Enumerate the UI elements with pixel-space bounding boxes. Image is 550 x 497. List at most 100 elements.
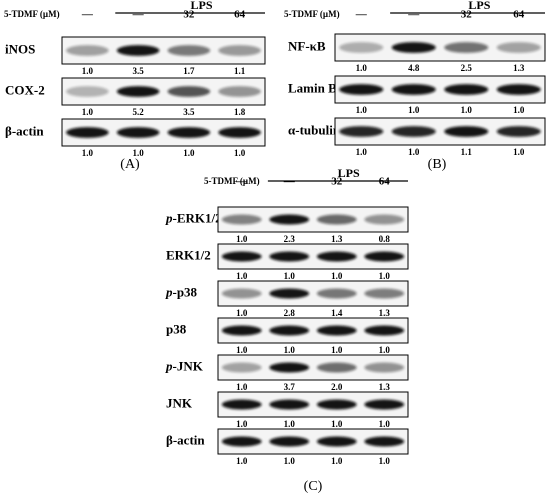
panel-label: (A) [120, 157, 140, 172]
band [444, 84, 489, 95]
quantification: 1.0 [513, 147, 525, 157]
band [496, 126, 541, 137]
panel-label: (B) [428, 157, 447, 172]
band [269, 214, 310, 225]
quantification: 1.0 [331, 345, 343, 355]
quantification: 1.0 [284, 345, 296, 355]
band [316, 399, 357, 410]
row-label: iNOS [5, 41, 35, 56]
row-label: β-actin [5, 123, 44, 138]
band [221, 214, 262, 225]
quantification: 1.0 [379, 345, 391, 355]
band [116, 127, 160, 138]
band [167, 45, 211, 56]
lane-label: 64 [513, 9, 525, 21]
quantification: 1.0 [356, 105, 368, 115]
quantification: 1.7 [183, 66, 195, 76]
panel-label: (C) [304, 479, 323, 494]
quantification: 1.8 [234, 107, 246, 117]
stimulus-label: LPS [468, 0, 490, 12]
band [364, 325, 405, 336]
quantification: 1.0 [236, 382, 248, 392]
band [316, 214, 357, 225]
lane-label: 64 [379, 176, 391, 188]
lane-label: 32 [461, 9, 473, 21]
band [364, 362, 405, 373]
lane-label: — [132, 9, 145, 21]
band [269, 436, 310, 447]
band [496, 42, 541, 53]
band [339, 84, 384, 95]
treatment-label: 5-TDMF (µM) [204, 176, 260, 186]
band [269, 288, 310, 299]
row-label: p-ERK1/2 [165, 210, 222, 225]
band [269, 251, 310, 262]
quantification: 2.8 [284, 308, 296, 318]
lane-label: — [283, 176, 296, 188]
row-label: Lamin B [288, 80, 337, 95]
quantification: 1.0 [236, 345, 248, 355]
band [316, 362, 357, 373]
quantification: 1.0 [284, 419, 296, 429]
quantification: 1.0 [356, 147, 368, 157]
band [316, 436, 357, 447]
quantification: 1.3 [331, 234, 343, 244]
band [364, 214, 405, 225]
quantification: 1.0 [331, 419, 343, 429]
band [269, 362, 310, 373]
band [316, 251, 357, 262]
band [364, 436, 405, 447]
quantification: 1.0 [82, 148, 94, 158]
stimulus-label: LPS [338, 166, 360, 180]
row-label: p-p38 [165, 284, 198, 299]
quantification: 1.0 [356, 63, 368, 73]
band [116, 86, 160, 97]
band [221, 251, 262, 262]
quantification: 1.0 [236, 308, 248, 318]
band [218, 86, 261, 97]
band [364, 251, 405, 262]
quantification: 1.0 [133, 148, 145, 158]
quantification: 1.0 [379, 271, 391, 281]
quantification: 1.1 [461, 147, 473, 157]
quantification: 1.0 [234, 148, 246, 158]
band [221, 362, 262, 373]
quantification: 1.0 [183, 148, 195, 158]
band [269, 325, 310, 336]
quantification: 3.5 [183, 107, 195, 117]
band [364, 288, 405, 299]
band [221, 399, 262, 410]
band [218, 45, 261, 56]
row-label: α-tubulin [288, 122, 341, 137]
band [221, 325, 262, 336]
quantification: 1.0 [284, 456, 296, 466]
row-label: β-actin [166, 432, 205, 447]
quantification: 1.0 [236, 234, 248, 244]
row-label: p38 [166, 321, 187, 336]
quantification: 1.0 [408, 105, 420, 115]
quantification: 1.1 [234, 66, 246, 76]
quantification: 1.3 [379, 308, 391, 318]
band [496, 84, 541, 95]
band [167, 86, 211, 97]
quantification: 1.0 [379, 456, 391, 466]
quantification: 1.0 [236, 456, 248, 466]
quantification: 1.0 [82, 66, 94, 76]
band [167, 127, 211, 138]
quantification: 1.0 [408, 147, 420, 157]
quantification: 1.4 [331, 308, 343, 318]
band [339, 42, 384, 53]
quantification: 1.3 [513, 63, 525, 73]
quantification: 1.0 [236, 419, 248, 429]
quantification: 5.2 [133, 107, 145, 117]
quantification: 1.0 [236, 271, 248, 281]
band [221, 436, 262, 447]
row-label: JNK [166, 395, 193, 410]
band [444, 42, 489, 53]
quantification: 1.0 [331, 271, 343, 281]
band [391, 126, 436, 137]
quantification: 1.0 [461, 105, 473, 115]
row-label: NF-κB [288, 38, 326, 53]
band [391, 84, 436, 95]
